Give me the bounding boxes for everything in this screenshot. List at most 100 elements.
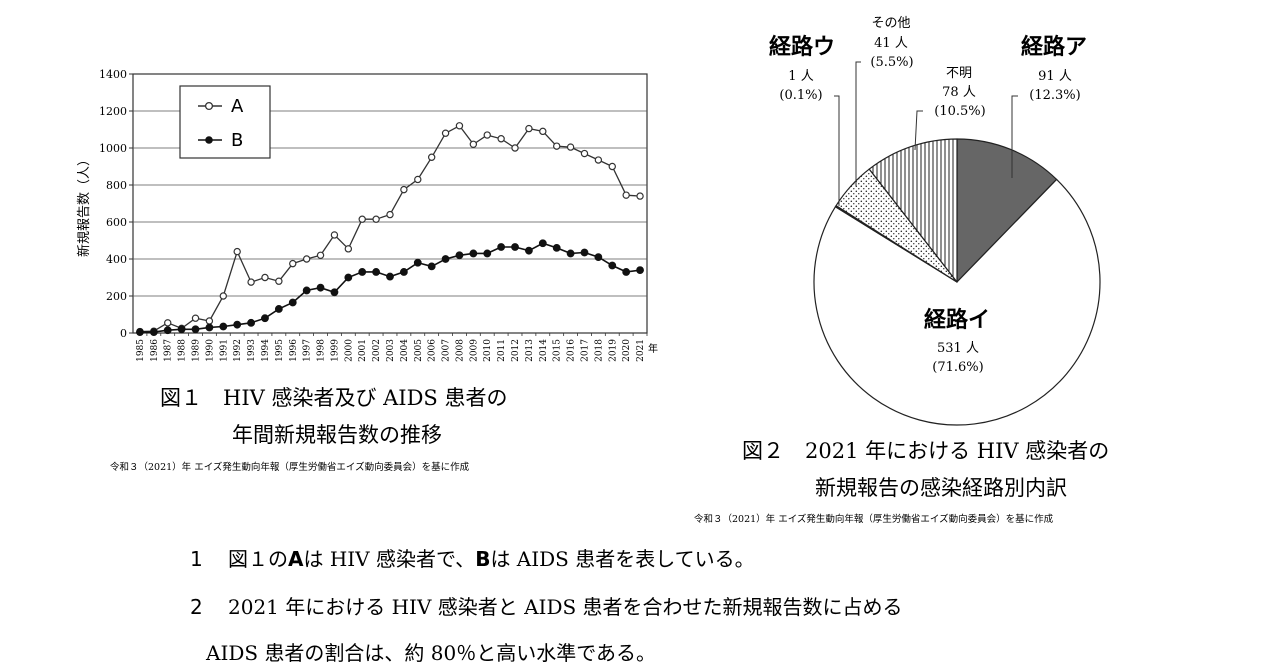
legend-marker-b [205,136,213,144]
x-tick-label: 2007 [442,339,452,362]
data-point-A [539,127,547,136]
y-tick-label: 600 [106,216,127,229]
data-point-A [580,149,589,158]
data-point-B [163,326,172,335]
data-point-B [580,248,589,257]
statement-segment: 図１の [228,547,288,571]
y-tick-label: 200 [106,290,127,303]
data-point-A [275,277,283,285]
x-tick-label: 2003 [386,339,396,362]
x-tick-label: 1994 [261,339,271,362]
data-point-A [455,122,464,130]
x-tick-label: 2010 [483,339,493,362]
data-point-A [497,135,505,143]
slice-count-不明: 78 人 [942,85,976,100]
statement-1: 1 図１のAは HIV 感染者で、Bは AIDS 患者を表している。 [190,547,755,571]
legend: A B [179,85,271,159]
x-tick-label: 2019 [608,339,618,362]
x-tick-label: 1997 [303,339,313,362]
data-point-A [289,259,297,268]
y-tick-label: 800 [106,179,127,192]
data-point-A [414,175,422,184]
data-point-A [316,251,325,259]
data-point-B [136,328,144,336]
data-point-A [525,124,533,133]
y-tick-labels: 0 200 400 600 800 1000 1200 1400 [99,68,127,340]
x-tick-label: 1987 [164,339,174,362]
x-tick-label: 2009 [469,339,479,362]
data-point-B [358,268,367,276]
x-tick-label: 2006 [428,339,438,362]
statement-segment: A [288,547,304,571]
figure2-caption-line1: 図２ 2021 年における HIV 感染者の [742,439,1109,463]
y-axis-label: 新規報告数（人） [76,153,92,257]
data-point-A [511,144,519,152]
data-point-A [233,247,241,256]
statement-number: 2 [190,595,203,619]
data-point-B [316,283,325,292]
data-point-B [608,261,617,270]
data-point-A [608,162,616,171]
slice-label-イ: 経路イ [924,307,990,333]
leader-line-ア [1011,95,1018,178]
data-point-A [344,245,353,253]
slice-count-その他: 41 人 [874,36,908,51]
x-tick-label: 1988 [178,339,188,362]
x-tick-label: 2021 [636,339,646,362]
data-point-B [594,253,603,262]
leader-line-ウ [834,95,840,206]
data-point-B [566,249,575,258]
x-tick-label: 1989 [192,339,202,362]
x-unit-label: 年 [648,342,658,355]
legend-box [179,85,271,159]
data-point-A [469,140,478,148]
data-point-B [399,268,408,276]
x-tick-labels: 1985 1986 1987 1988 1989 1990 1991 1992 1993 1994… [136,339,646,362]
data-point-B [288,298,297,307]
statement-segment: B [475,547,490,571]
y-tick-label: 1000 [99,142,127,155]
x-tick-label: 1999 [330,339,340,362]
data-point-A [483,131,491,139]
data-point-A [261,273,269,282]
y-tick-label: 1400 [99,68,127,81]
x-tick-label: 2018 [594,339,604,362]
plot-frame [132,73,648,334]
x-tick-label: 1992 [233,339,243,362]
figure1-caption-line2: 年間新規報告数の推移 [232,423,442,447]
legend-marker-a [204,101,214,111]
leader-line-不明 [914,110,923,151]
x-tick-label: 2008 [455,339,465,362]
data-point-B [247,318,255,327]
slice-count-ア: 91 人 [1038,69,1072,84]
statement-text: 図１のAは HIV 感染者で、Bは AIDS 患者を表している。 [228,547,755,571]
data-point-B [622,268,631,276]
x-tick-label: 2004 [400,339,410,362]
figure1-caption-line1: 図１ HIV 感染者及び AIDS 患者の [160,386,507,410]
data-point-A [594,156,603,164]
data-point-B [441,255,450,263]
data-point-A [330,231,339,239]
x-tick-label: 1998 [317,339,327,362]
slice-label-ウ: 経路ウ [769,34,835,60]
x-tick-label: 2015 [553,339,563,362]
data-point-A [219,292,227,300]
data-point-A [205,317,214,325]
x-tick-label: 1986 [150,339,160,362]
data-point-B [261,314,269,323]
y-tick-label: 400 [106,253,127,266]
data-point-B [455,251,464,260]
x-tick-label: 2000 [344,339,354,362]
series-layer [136,122,644,336]
x-tick-label: 2013 [525,339,535,362]
slice-label-ア: 経路ア [1021,34,1087,60]
pie-slices [813,138,1101,426]
data-point-A [164,319,172,327]
data-point-B [511,243,519,251]
data-point-A [553,142,561,150]
data-point-B [427,262,436,271]
pie-slice-経路ア [956,138,1058,283]
data-point-B [344,273,353,282]
